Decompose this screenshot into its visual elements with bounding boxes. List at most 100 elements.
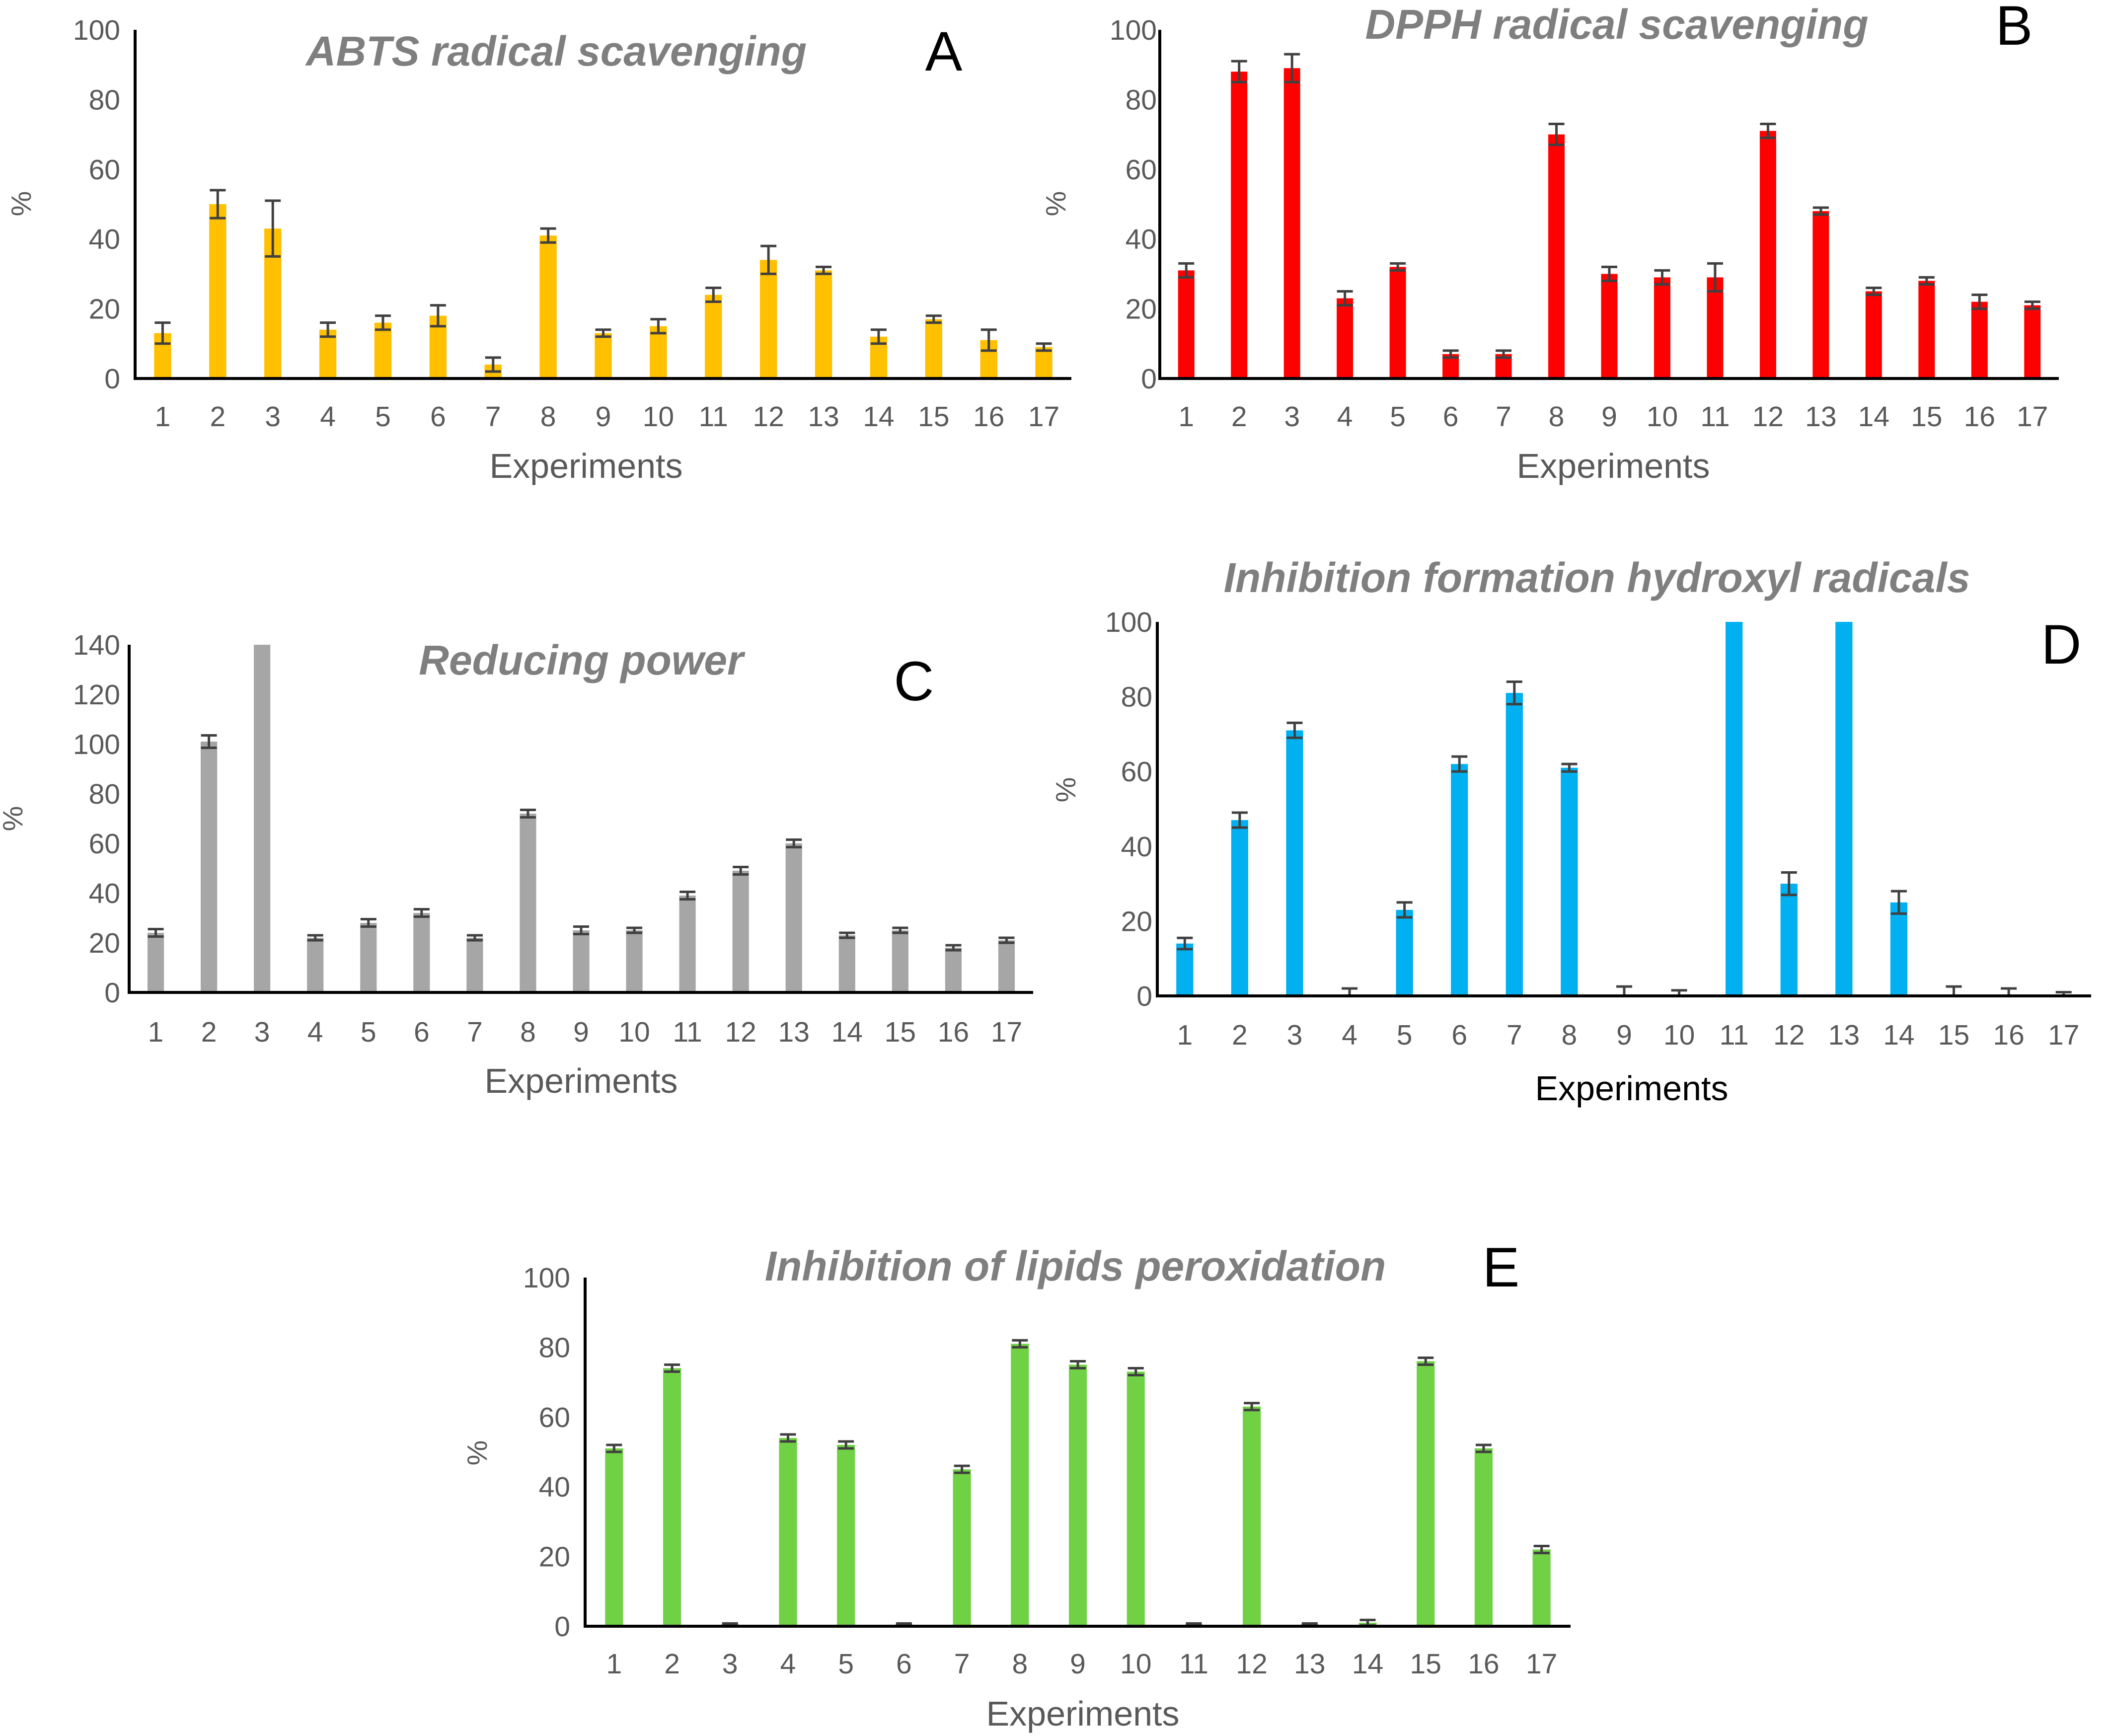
x-tick-label: 4 <box>780 1648 796 1680</box>
x-tick-label: 16 <box>1468 1648 1499 1680</box>
bar-7 <box>466 938 483 992</box>
bar-2 <box>1231 820 1249 996</box>
error-bar-2 <box>201 734 217 749</box>
error-bar-5 <box>360 918 377 928</box>
y-tick-label: 100 <box>1105 606 1152 638</box>
x-tick-label: 15 <box>1911 401 1942 433</box>
x-tick-label: 16 <box>1964 401 1995 433</box>
y-tick-label: 20 <box>89 927 120 959</box>
x-tick-label: 14 <box>1858 401 1889 433</box>
error-bar-9 <box>1070 1359 1086 1370</box>
error-bar-7 <box>954 1464 970 1474</box>
y-tick-label: 80 <box>89 84 120 116</box>
x-tick-label: 9 <box>1616 1019 1632 1051</box>
y-tick-label: 80 <box>1121 681 1152 713</box>
x-tick-label: 16 <box>938 1016 969 1048</box>
bar-5 <box>1396 909 1413 996</box>
error-bar-13 <box>816 265 832 275</box>
x-tick-label: 14 <box>863 401 894 433</box>
error-bar-12 <box>733 866 749 876</box>
bar-1 <box>1178 270 1195 378</box>
x-tick-label: 1 <box>1177 1019 1193 1051</box>
chart-title: ABTS radical scavenging <box>305 28 807 75</box>
error-bar-17 <box>2024 301 2040 310</box>
error-bar-14 <box>1890 890 1907 915</box>
bar-5 <box>360 923 377 992</box>
y-tick-label: 60 <box>1126 154 1157 186</box>
error-bar-12 <box>1781 871 1797 897</box>
x-tick-label: 2 <box>664 1648 680 1680</box>
y-tick-label: 40 <box>1126 224 1157 255</box>
bar-8 <box>1011 1344 1029 1626</box>
error-bar-8 <box>1561 762 1578 773</box>
x-tick-label: 4 <box>1342 1019 1357 1051</box>
error-bar-7 <box>466 934 483 942</box>
bar-6 <box>1451 764 1468 996</box>
y-axis-label: % <box>5 191 37 217</box>
error-bar-15 <box>1418 1356 1434 1366</box>
error-bar-16 <box>980 328 997 352</box>
y-tick-label: 0 <box>1141 363 1157 395</box>
error-bar-8 <box>1548 123 1565 147</box>
x-tick-label: 3 <box>722 1648 738 1680</box>
bar-12 <box>1759 131 1776 378</box>
bar-1 <box>605 1448 623 1626</box>
bar-16 <box>1474 1448 1493 1626</box>
x-tick-label: 1 <box>1178 401 1194 433</box>
error-bar-1 <box>148 928 164 938</box>
bar-17 <box>998 940 1015 992</box>
error-bar-16 <box>1971 294 1988 310</box>
bar-16 <box>1971 302 1988 378</box>
bar-6 <box>413 913 430 992</box>
bar-10 <box>1654 277 1670 378</box>
x-tick-label: 15 <box>918 401 949 433</box>
error-bar-6 <box>1451 755 1468 773</box>
x-tick-label: 5 <box>1390 401 1406 433</box>
error-bar-17 <box>1036 342 1052 352</box>
error-bar-3 <box>265 199 281 258</box>
x-tick-label: 13 <box>1294 1648 1325 1680</box>
error-bar-4 <box>320 321 336 338</box>
chart-title: DPPH radical scavenging <box>1365 1 1868 48</box>
x-tick-label: 4 <box>320 401 336 433</box>
x-axis-label: Experiments <box>986 1694 1179 1733</box>
error-bar-5 <box>1390 262 1406 272</box>
x-tick-label: 10 <box>643 401 674 433</box>
chart-title: Inhibition formation hydroxyl radicals <box>1224 554 1970 601</box>
bar-8 <box>520 814 536 992</box>
y-tick-label: 0 <box>554 1611 570 1643</box>
error-bar-1 <box>606 1443 622 1453</box>
x-tick-label: 7 <box>485 401 501 433</box>
bar-9 <box>1068 1364 1087 1626</box>
x-tick-label: 5 <box>375 401 391 433</box>
chart-panel-e: Inhibition of lipids peroxidation E% 0 20 40… <box>461 1236 1571 1733</box>
x-tick-label: 8 <box>520 1016 536 1048</box>
x-tick-label: 2 <box>1231 401 1247 433</box>
bar-5 <box>837 1444 855 1626</box>
error-bar-1 <box>154 321 171 345</box>
bar-4 <box>779 1437 797 1626</box>
x-tick-label: 17 <box>2048 1019 2079 1051</box>
y-tick-label: 100 <box>1110 14 1157 46</box>
y-tick-label: 80 <box>539 1332 570 1363</box>
error-bar-1 <box>1177 936 1193 951</box>
x-tick-label: 4 <box>1337 401 1353 433</box>
x-tick-label: 12 <box>1752 401 1784 433</box>
bar-15 <box>1918 281 1935 378</box>
bar-17 <box>2024 305 2041 378</box>
x-tick-label: 1 <box>148 1016 164 1048</box>
error-bar-2 <box>210 189 226 220</box>
bar-10 <box>650 326 667 378</box>
error-bar-10 <box>650 318 667 335</box>
error-bar-4 <box>1337 290 1353 307</box>
bar-4 <box>307 938 324 992</box>
x-axis-label: Experiments <box>484 1061 678 1100</box>
y-tick-label: 80 <box>1126 84 1157 116</box>
panel-label: B <box>1996 0 2033 57</box>
y-tick-label: 60 <box>1121 756 1152 788</box>
bar-13 <box>815 270 832 378</box>
